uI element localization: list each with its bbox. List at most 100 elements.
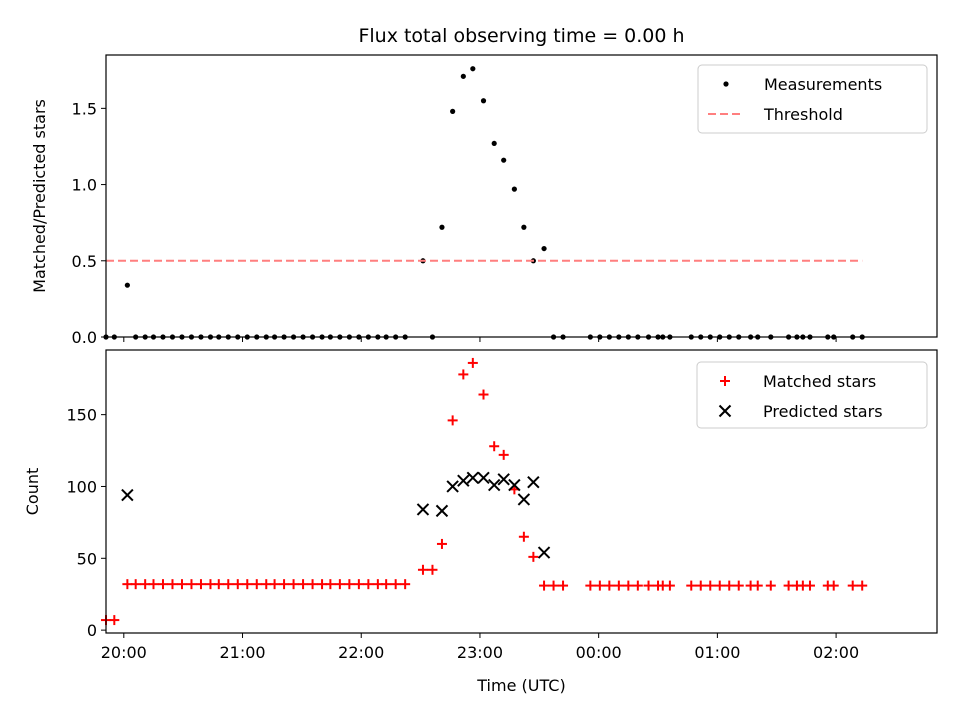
- data-point: [298, 579, 309, 590]
- y-tick-label: 1.0: [72, 176, 97, 195]
- data-point: [558, 580, 569, 591]
- data-point: [242, 579, 253, 590]
- data-point: [130, 579, 141, 590]
- data-point: [279, 579, 290, 590]
- data-point: [435, 504, 449, 518]
- data-point: [491, 140, 497, 147]
- x-tick-label: 22:00: [338, 643, 384, 662]
- legend-box: [696, 361, 928, 429]
- data-point: [623, 580, 634, 591]
- data-point: [325, 579, 336, 590]
- y-tick-label: 0.0: [72, 328, 97, 347]
- chart-title: Flux total observing time = 0.00 h: [358, 25, 684, 47]
- data-point: [269, 579, 280, 590]
- data-point: [148, 579, 159, 590]
- legend-label: Measurements: [764, 75, 882, 94]
- data-point: [828, 580, 839, 591]
- data-point: [467, 357, 478, 368]
- legend-label: Predicted stars: [763, 402, 883, 421]
- data-point: [594, 580, 605, 591]
- legend-label: Matched stars: [763, 372, 876, 391]
- data-point: [847, 580, 858, 591]
- y-tick-label: 150: [66, 406, 97, 425]
- data-point: [527, 475, 540, 489]
- data-point: [446, 480, 459, 493]
- data-point: [427, 564, 438, 575]
- data-point: [724, 580, 735, 591]
- data-point: [501, 157, 507, 163]
- bottom-axes-layer: 20:00 21:00 22:00 23:00 00:00 01:00 02:00 0 50 10…: [66, 406, 859, 662]
- data-point: [508, 478, 521, 492]
- data-point: [497, 473, 510, 486]
- data-point: [213, 579, 224, 590]
- data-point: [416, 503, 430, 516]
- series-predicted-stars: [121, 471, 551, 559]
- data-point: [489, 441, 500, 452]
- data-point: [480, 98, 487, 104]
- y-tick-label: 1.5: [72, 99, 97, 118]
- x-tick-label: 01:00: [694, 643, 740, 662]
- data-point: [477, 471, 490, 485]
- bottom-y-axis-label: Count: [23, 468, 42, 516]
- data-point: [121, 488, 134, 502]
- bottom-plot-frame: [105, 349, 938, 634]
- legend-label: Threshold: [763, 105, 843, 124]
- data-point: [439, 224, 445, 230]
- data-point: [686, 580, 697, 591]
- data-point: [353, 579, 364, 590]
- legend-swatch: [723, 81, 729, 87]
- x-tick-label: 21:00: [219, 643, 265, 662]
- data-point: [643, 580, 654, 591]
- y-tick-label: 0.5: [72, 252, 97, 271]
- data-point: [157, 579, 168, 590]
- data-point: [436, 538, 447, 549]
- x-tick-label: 00:00: [576, 643, 622, 662]
- data-point: [344, 579, 355, 590]
- data-point: [537, 546, 551, 559]
- legend-swatch: [720, 376, 730, 386]
- data-point: [457, 474, 470, 487]
- top-panel: Flux total observing time = 0.00 h 0.0 0.…: [30, 25, 938, 347]
- data-point: [498, 449, 509, 460]
- top-y-axis-label: Matched/Predicted stars: [30, 99, 49, 293]
- data-point: [390, 579, 401, 590]
- data-point: [447, 415, 458, 426]
- data-point: [167, 579, 178, 590]
- top-legend: Measurements Threshold: [697, 64, 928, 134]
- data-point: [478, 389, 489, 400]
- data-point: [541, 245, 547, 252]
- data-point: [714, 580, 725, 591]
- x-tick-label: 23:00: [457, 643, 503, 662]
- data-point: [521, 224, 527, 230]
- data-point: [733, 580, 744, 591]
- data-point: [251, 579, 262, 590]
- data-point: [195, 579, 206, 590]
- data-point: [752, 580, 763, 591]
- data-point: [400, 579, 411, 590]
- bottom-panel: 20:00 21:00 22:00 23:00 00:00 01:00 02:00 0 50 10…: [23, 349, 938, 695]
- data-point: [109, 615, 120, 626]
- data-point: [632, 580, 643, 591]
- data-point: [363, 579, 374, 590]
- data-point: [664, 580, 675, 591]
- data-point: [334, 579, 345, 590]
- data-point: [186, 579, 197, 590]
- data-point: [460, 73, 466, 79]
- data-point: [518, 531, 529, 542]
- bottom-legend: Matched stars Predicted stars: [696, 361, 928, 429]
- data-point: [124, 282, 130, 288]
- data-point: [466, 471, 480, 485]
- data-point: [613, 580, 624, 591]
- x-axis-label: Time (UTC): [476, 676, 565, 695]
- data-point: [695, 580, 706, 591]
- data-point: [539, 580, 550, 591]
- y-tick-label: 50: [77, 549, 97, 568]
- y-tick-label: 0: [87, 621, 97, 640]
- data-point: [487, 478, 501, 492]
- data-point: [765, 580, 776, 591]
- y-tick-label: 100: [66, 477, 97, 496]
- data-point: [585, 580, 596, 591]
- top-plot-frame: [105, 54, 938, 338]
- data-point: [517, 493, 531, 506]
